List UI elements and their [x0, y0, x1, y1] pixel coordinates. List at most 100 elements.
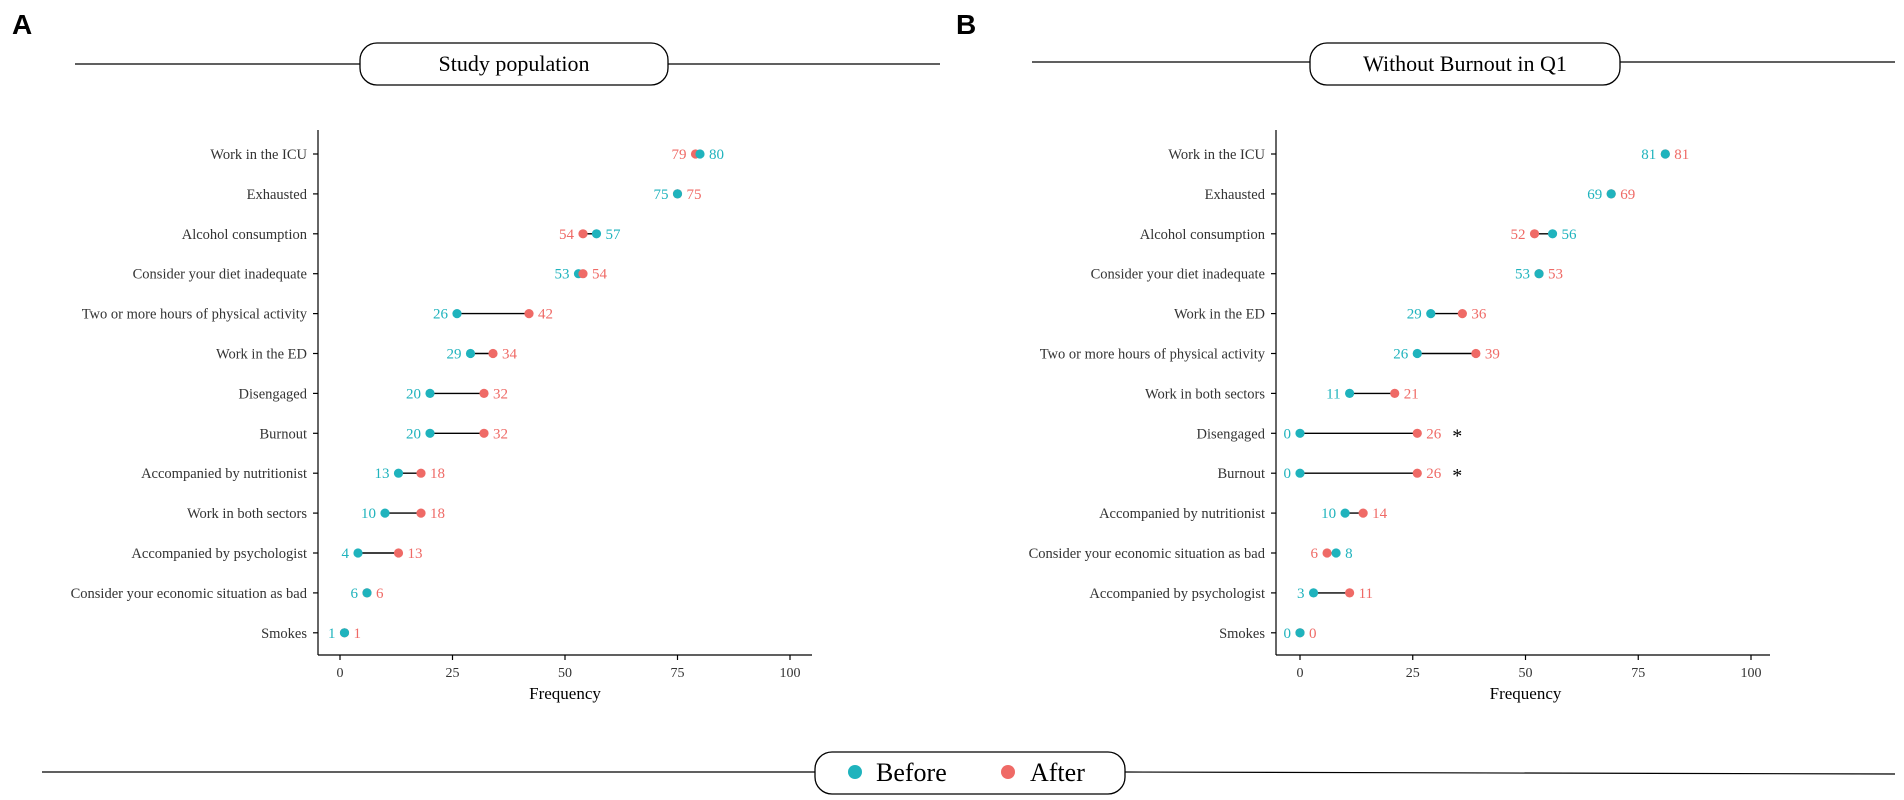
legend-after-marker: [1001, 765, 1015, 779]
value-label-before: 4: [342, 546, 350, 562]
title-box: [359, 42, 669, 86]
x-tick-label: 50: [558, 666, 572, 681]
value-label-after: 39: [1485, 347, 1500, 363]
point-before: [465, 348, 476, 359]
point-after: [1358, 508, 1368, 518]
value-label-after: 0: [1309, 626, 1317, 642]
significance-marker: *: [1452, 425, 1462, 447]
x-tick-label: 75: [671, 666, 685, 681]
category-label: Alcohol consumption: [1140, 227, 1266, 243]
point-before: [1308, 588, 1319, 598]
category-label: Work in both sectors: [1145, 386, 1265, 402]
category-label: Burnout: [1217, 466, 1265, 482]
x-tick-label: 100: [780, 666, 801, 681]
category-label: Two or more hours of physical activity: [82, 307, 308, 323]
value-label-before: 8: [1345, 546, 1353, 562]
value-label-before: 75: [654, 187, 669, 203]
value-label-before: 0: [1284, 626, 1292, 642]
value-label-before: 26: [433, 307, 449, 323]
point-after: [416, 508, 426, 518]
value-label-before: 20: [406, 426, 421, 442]
category-label: Accompanied by psychologist: [131, 546, 307, 562]
value-label-before: 80: [709, 147, 724, 163]
value-label-before: 3: [1297, 586, 1305, 602]
category-label: Burnout: [259, 426, 307, 442]
significance-marker: *: [1452, 465, 1462, 487]
legend-before-marker: [848, 765, 862, 779]
point-before: [425, 388, 435, 398]
x-tick-label: 100: [1741, 666, 1762, 681]
x-tick-label: 0: [1297, 666, 1304, 681]
legend-box: [814, 751, 1126, 795]
category-label: Disengaged: [1197, 426, 1266, 442]
value-label-before: 13: [375, 466, 390, 482]
value-label-after: 1: [354, 626, 362, 642]
point-after: [1390, 388, 1400, 398]
value-label-after: 6: [1311, 546, 1319, 562]
point-before: [380, 508, 390, 518]
point-after: [1457, 309, 1467, 319]
point-before: [1606, 189, 1616, 199]
point-after: [393, 548, 404, 558]
value-label-before: 56: [1562, 227, 1578, 243]
value-label-after: 54: [592, 267, 608, 283]
value-label-before: 20: [406, 386, 421, 402]
point-after: [524, 309, 534, 319]
value-label-before: 26: [1393, 347, 1409, 363]
panel-letter: A: [12, 9, 32, 40]
point-before: [672, 189, 683, 199]
point-before: [591, 229, 602, 239]
point-before: [362, 588, 372, 598]
value-label-before: 0: [1284, 466, 1292, 482]
point-before: [393, 468, 404, 478]
point-before: [1340, 508, 1350, 518]
legend-before-label: Before: [876, 758, 947, 787]
point-before: [1295, 428, 1305, 438]
chart-title: Without Burnout in Q1: [1363, 51, 1567, 76]
value-label-before: 6: [351, 586, 359, 602]
value-label-after: 6: [376, 586, 384, 602]
legend: Before After: [42, 751, 1896, 795]
category-label: Disengaged: [239, 386, 308, 402]
point-after: [578, 229, 588, 239]
value-label-before: 57: [606, 227, 622, 243]
value-label-after: 21: [1404, 386, 1419, 402]
category-label: Consider your economic situation as bad: [1029, 546, 1266, 562]
category-label: Work in the ICU: [1168, 147, 1265, 163]
category-label: Work in the ED: [216, 347, 307, 363]
title-box: [1309, 42, 1621, 86]
point-after: [578, 269, 588, 279]
category-label: Smokes: [261, 626, 307, 642]
category-label: Accompanied by nutritionist: [141, 466, 307, 482]
point-after: [1412, 428, 1422, 438]
category-label: Exhausted: [1205, 187, 1266, 203]
panel-letter: B: [956, 9, 976, 40]
value-label-after: 52: [1511, 227, 1526, 243]
category-label: Work in the ED: [1174, 307, 1265, 323]
value-label-after: 11: [1359, 586, 1373, 602]
value-label-after: 13: [408, 546, 423, 562]
value-label-before: 10: [1321, 506, 1336, 522]
value-label-after: 53: [1548, 267, 1563, 283]
category-label: Consider your economic situation as bad: [71, 586, 308, 602]
category-label: Consider your diet inadequate: [1091, 267, 1265, 283]
point-after: [479, 388, 489, 398]
x-tick-label: 25: [446, 666, 460, 681]
category-label: Smokes: [1219, 626, 1265, 642]
value-label-after: 34: [502, 347, 518, 363]
value-label-after: 69: [1620, 187, 1635, 203]
value-label-after: 54: [559, 227, 575, 243]
value-label-before: 10: [361, 506, 376, 522]
point-after: [1345, 588, 1355, 598]
value-label-before: 1: [328, 626, 336, 642]
x-axis-title: Frequency: [529, 684, 601, 703]
x-tick-label: 50: [1519, 666, 1533, 681]
point-before: [1345, 388, 1355, 398]
value-label-before: 29: [447, 347, 462, 363]
value-label-after: 32: [493, 426, 508, 442]
point-after: [1322, 548, 1332, 558]
value-label-after: 26: [1426, 466, 1442, 482]
x-tick-label: 0: [337, 666, 344, 681]
